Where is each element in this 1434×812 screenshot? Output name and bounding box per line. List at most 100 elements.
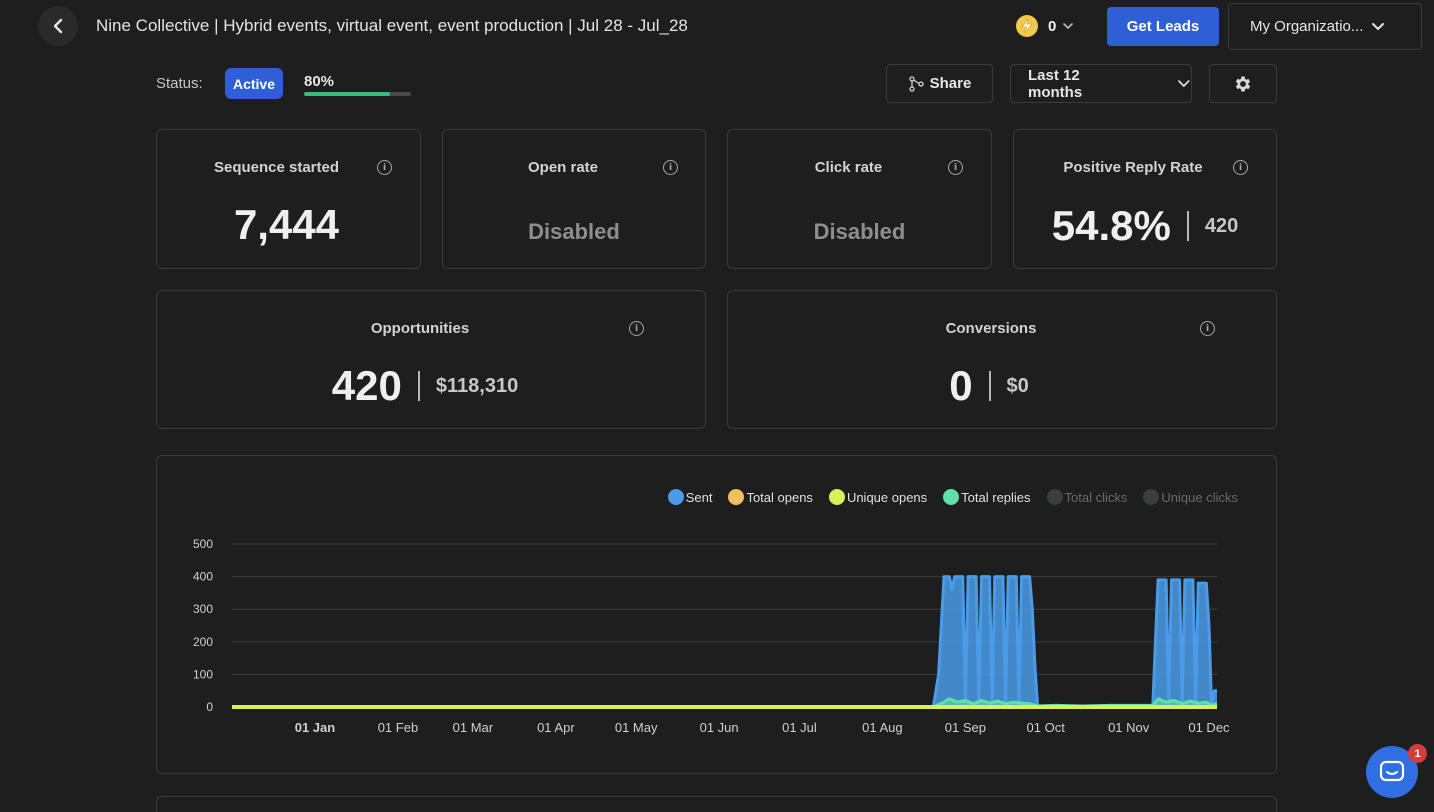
progress-text: 80%: [304, 73, 335, 90]
value-separator: [1186, 211, 1189, 241]
chevron-down-icon: [1178, 80, 1190, 88]
legend-swatch: [667, 489, 684, 505]
positive-reply-rate-value: 54.8%: [1051, 202, 1171, 249]
next-section-card: [156, 796, 1277, 812]
legend-item[interactable]: Total opens: [728, 489, 813, 505]
info-icon[interactable]: i: [1200, 321, 1215, 336]
card-title: Opportunities: [370, 320, 470, 337]
organization-select[interactable]: My Organizatio...: [1228, 3, 1422, 50]
click-rate-card: Click rate i Disabled: [727, 129, 992, 269]
x-tick-label: 01 Jul: [782, 720, 817, 735]
positive-reply-rate-values: 54.8% 420: [1014, 202, 1276, 250]
opportunities-value: 420: [331, 362, 402, 409]
card-title: Open rate: [527, 159, 599, 176]
chevron-down-icon: [1372, 23, 1385, 31]
status-label: Status:: [156, 75, 203, 92]
settings-button[interactable]: [1209, 64, 1277, 103]
x-tick-label: 01 Nov: [1108, 720, 1150, 735]
x-tick-label: 01 Sep: [945, 720, 986, 735]
info-icon[interactable]: i: [629, 321, 644, 336]
legend-label: Total opens: [746, 489, 813, 505]
x-tick-label: 01 Aug: [862, 720, 903, 735]
y-tick-label: 400: [193, 570, 213, 584]
legend-swatch: [1046, 489, 1063, 505]
page-title: Nine Collective | Hybrid events, virtual…: [96, 16, 688, 35]
status-badge: Active: [225, 68, 283, 99]
get-leads-button[interactable]: Get Leads: [1107, 7, 1219, 46]
progress-bar: [304, 92, 411, 96]
share-icon: [908, 75, 924, 92]
legend-item[interactable]: Total replies: [943, 489, 1031, 505]
legend-swatch: [943, 489, 960, 505]
chart-legend: Sent Total opens Unique opens Total replies…: [667, 489, 1238, 505]
x-tick-label: 01 Feb: [378, 720, 418, 735]
sequence-started-value: 7,444: [233, 201, 340, 248]
gear-icon: [1235, 76, 1251, 91]
opportunities-values: 420 $118,310: [151, 362, 699, 410]
x-tick-label: 01 Jan: [295, 720, 336, 735]
info-icon[interactable]: i: [377, 160, 392, 175]
y-tick-label: 200: [193, 635, 213, 649]
legend-label: Unique clicks: [1161, 489, 1238, 505]
date-range-label: Last 12 months: [1028, 66, 1083, 101]
conversions-card: Conversions i 0 $0: [727, 290, 1277, 429]
x-tick-label: 01 Mar: [453, 720, 494, 735]
legend-item[interactable]: Unique opens: [828, 489, 928, 505]
y-tick-label: 0: [206, 700, 213, 714]
x-tick-label: 01 Oct: [1027, 720, 1066, 735]
back-button[interactable]: [38, 6, 78, 46]
positive-reply-rate-card: Positive Reply Rate i 54.8% 420: [1013, 129, 1277, 269]
conversions-value: 0: [949, 362, 973, 409]
conversions-amount: $0: [1006, 374, 1029, 397]
legend-label: Unique opens: [846, 489, 928, 505]
positive-reply-count: 420: [1204, 214, 1239, 237]
progress-bar-fill: [304, 92, 390, 96]
card-title: Conversions: [945, 320, 1037, 337]
chevron-down-icon: [1063, 23, 1074, 30]
opportunities-card: Opportunities i 420 $118,310: [156, 290, 706, 429]
legend-label: Sent: [685, 489, 713, 505]
y-tick-label: 300: [193, 602, 213, 616]
legend-item[interactable]: Total clicks: [1046, 489, 1128, 505]
activity-chart: 0 100 200 300 400 500 01 Jan 01 Feb 01 Mar 01 Apr…: [193, 537, 1230, 735]
chat-icon: [1379, 760, 1405, 782]
card-title: Sequence started: [213, 159, 340, 176]
info-icon[interactable]: i: [948, 160, 963, 175]
legend-item[interactable]: Sent: [667, 489, 713, 505]
x-tick-label: 01 Jun: [700, 720, 739, 735]
card-title: Positive Reply Rate: [1063, 159, 1203, 176]
info-icon[interactable]: i: [663, 160, 678, 175]
x-tick-label: 01 Dec: [1188, 720, 1230, 735]
share-label: Share: [929, 75, 972, 92]
legend-label: Total clicks: [1064, 489, 1128, 505]
card-title: Click rate: [814, 159, 883, 176]
credits-count: 0: [1048, 17, 1057, 35]
notification-badge: 1: [1408, 744, 1427, 763]
opportunities-amount: $118,310: [435, 374, 519, 397]
value-separator: [417, 371, 420, 401]
series-area: [232, 576, 1217, 707]
activity-chart-card: Sent Total opens Unique opens Total replies…: [156, 455, 1277, 774]
credits-dropdown[interactable]: 0: [1016, 14, 1074, 38]
click-rate-value: Disabled: [813, 219, 906, 244]
top-bar: Nine Collective | Hybrid events, virtual…: [0, 0, 1434, 54]
value-separator: [988, 371, 991, 401]
conversions-values: 0 $0: [715, 362, 1263, 410]
open-rate-value: Disabled: [528, 219, 620, 244]
date-range-select[interactable]: Last 12 months: [1010, 64, 1192, 103]
chevron-left-icon: [53, 18, 63, 34]
sequence-started-card: Sequence started i 7,444: [156, 129, 421, 269]
legend-swatch: [828, 489, 845, 505]
legend-label: Total replies: [961, 489, 1031, 505]
share-button[interactable]: Share: [886, 64, 993, 103]
open-rate-card: Open rate i Disabled: [442, 129, 706, 269]
x-tick-label: 01 May: [615, 720, 658, 735]
organization-label: My Organizatio...: [1250, 18, 1364, 35]
series-line: [232, 575, 1217, 709]
info-icon[interactable]: i: [1233, 160, 1248, 175]
legend-swatch: [1143, 489, 1160, 505]
y-tick-label: 100: [193, 667, 213, 681]
legend-swatch: [728, 489, 745, 505]
series-area: [232, 698, 1217, 707]
legend-item[interactable]: Unique clicks: [1143, 489, 1238, 505]
